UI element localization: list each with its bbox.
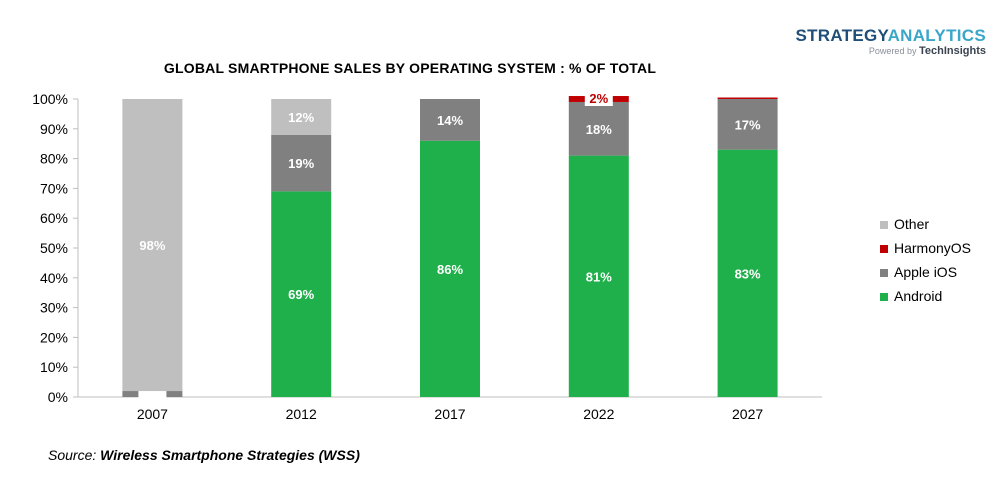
- bar-segment-other: [122, 99, 183, 392]
- bar-segment-android: [568, 155, 629, 397]
- bar-segment-android: [717, 149, 778, 397]
- bar-segment-apple-ios: [420, 99, 480, 141]
- x-tick-label: 2017: [434, 406, 465, 422]
- legend-label: Other: [894, 216, 929, 232]
- brand-logo: STRATEGYANALYTICS Powered by TechInsight…: [795, 26, 986, 57]
- legend-swatch: [880, 269, 888, 277]
- bar-segment-android: [271, 191, 332, 397]
- y-tick-label: 70%: [40, 180, 68, 196]
- brand-name-part1: STRATEGY: [795, 26, 888, 45]
- data-label-box: [584, 92, 613, 106]
- data-label: 83%: [735, 266, 761, 281]
- data-label: 2%: [589, 91, 608, 106]
- source-label: Source:: [48, 447, 97, 463]
- legend-label: Android: [894, 288, 942, 304]
- bar-segment-harmonyos: [717, 97, 778, 99]
- data-label: 14%: [437, 113, 463, 128]
- y-tick-label: 100%: [32, 91, 68, 107]
- y-tick-label: 0%: [48, 389, 68, 405]
- brand-name-part2: ANALYTICS: [887, 26, 986, 45]
- legend-label: HarmonyOS: [894, 240, 971, 256]
- legend-swatch: [880, 221, 888, 229]
- y-tick-label: 60%: [40, 210, 68, 226]
- source-value: Wireless Smartphone Strategies (WSS): [100, 447, 360, 463]
- x-tick-label: 2012: [286, 406, 317, 422]
- legend-label: Apple iOS: [894, 264, 957, 280]
- data-label: 17%: [735, 117, 761, 132]
- x-tick-label: 2022: [583, 406, 614, 422]
- data-label: 69%: [288, 287, 314, 302]
- bar-segment-other: [271, 99, 332, 135]
- y-tick-label: 20%: [40, 329, 68, 345]
- brand-powered-name: TechInsights: [918, 45, 986, 57]
- brand-name: STRATEGYANALYTICS: [795, 26, 986, 46]
- legend-swatch: [880, 245, 888, 253]
- bar-segment-apple-ios: [717, 99, 778, 150]
- chart-title: GLOBAL SMARTPHONE SALES BY OPERATING SYS…: [163, 60, 657, 76]
- y-tick-label: 10%: [40, 359, 68, 375]
- bar-segment-apple-ios: [271, 134, 332, 192]
- bar-segment-apple-ios: [568, 101, 629, 156]
- data-label: 18%: [586, 122, 612, 137]
- brand-powered-label: Powered by: [868, 46, 917, 56]
- x-tick-label: 2027: [732, 406, 763, 422]
- x-tick-label: 2007: [137, 406, 168, 422]
- data-label: 81%: [586, 269, 612, 284]
- source-note: Source: Wireless Smartphone Strategies (…: [48, 447, 360, 463]
- data-label: 98%: [139, 238, 165, 253]
- y-tick-label: 80%: [40, 151, 68, 167]
- brand-powered-by: Powered by TechInsights: [795, 45, 986, 57]
- y-tick-label: 40%: [40, 270, 68, 286]
- data-label: 19%: [288, 156, 314, 171]
- y-tick-label: 90%: [40, 121, 68, 137]
- bar-segment-android: [420, 140, 480, 397]
- data-label: 86%: [437, 262, 463, 277]
- data-label: 12%: [288, 110, 314, 125]
- legend-swatch: [880, 293, 888, 301]
- y-tick-label: 30%: [40, 300, 68, 316]
- y-tick-label: 50%: [40, 240, 68, 256]
